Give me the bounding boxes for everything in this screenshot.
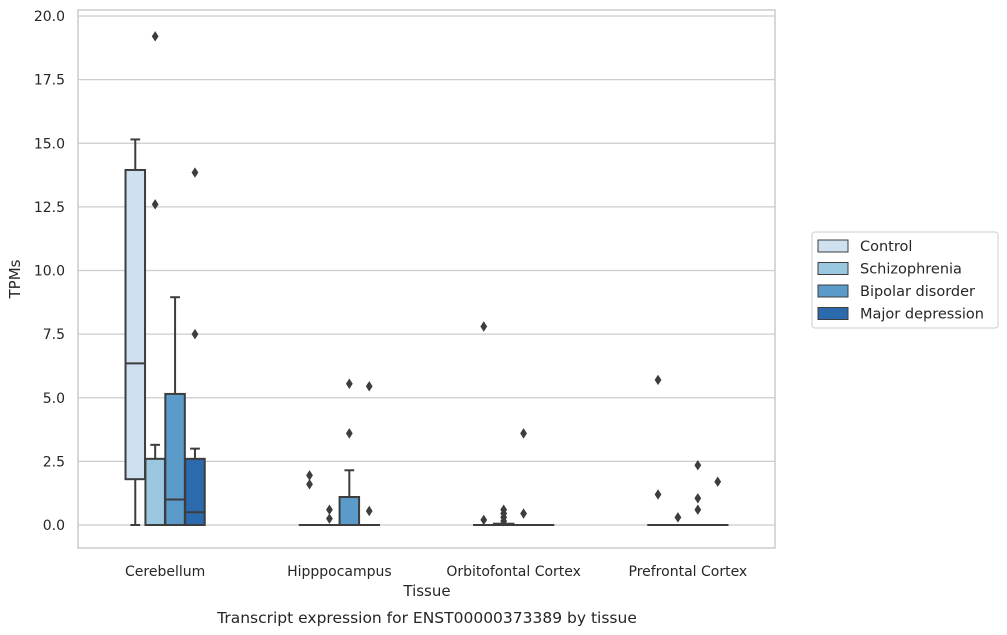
outlier-point [191, 328, 199, 340]
box-group [338, 378, 361, 527]
legend-swatch [817, 284, 849, 298]
y-tick-label: 5.0 [43, 391, 65, 407]
box-body [124, 168, 147, 481]
y-tick-label: 2.5 [43, 454, 65, 470]
legend-swatch [817, 307, 849, 320]
outlier-point [694, 493, 702, 504]
outlier-point [694, 504, 702, 515]
outlier-point [520, 428, 527, 439]
box-group [318, 504, 341, 527]
outlier-point [306, 479, 313, 490]
x-tick-label: Orbitofontal Cortex [446, 564, 581, 580]
legend-swatch [817, 239, 849, 253]
outlier-point [326, 513, 333, 524]
legend-swatch [817, 262, 849, 275]
outlier-point [191, 167, 199, 178]
outlier-point [480, 514, 488, 526]
box-group [164, 296, 186, 526]
box-group [184, 167, 206, 526]
outlier-point [151, 199, 159, 210]
x-tick-label: Cerebellum [125, 564, 205, 580]
y-tick-label: 12.5 [34, 200, 65, 216]
y-tick-label: 20.0 [34, 9, 65, 25]
box-group [144, 31, 166, 526]
box-group [298, 470, 321, 527]
outlier-point [500, 515, 508, 527]
box-body [164, 392, 186, 526]
outlier-point [345, 378, 353, 389]
box-body [338, 496, 361, 527]
box-group [358, 381, 380, 527]
x-tick-label: Prefrontal Cortex [629, 564, 748, 580]
x-tick-label: Hipppocampus [287, 564, 392, 580]
legend-label: Major depression [860, 307, 984, 323]
y-tick-label: 7.5 [43, 327, 65, 343]
outlier-point [694, 459, 702, 471]
box-body [184, 457, 206, 526]
outlier-point [520, 508, 527, 519]
y-tick-labels: 0.0 2.5 5.0 7.5 10.0 12.5 15.0 17.5 20.0 [34, 9, 65, 534]
legend: Control Schizophrenia Bipolar disorder Majo… [811, 231, 999, 329]
legend-label: Schizophrenia [860, 262, 962, 278]
box-body [144, 457, 166, 526]
y-tick-label: 0.0 [43, 518, 65, 534]
outlier-point [326, 504, 333, 515]
y-axis-label: TPMs [6, 259, 24, 299]
box-group [706, 476, 729, 527]
box-group [667, 512, 689, 527]
legend-label: Bipolar disorder [860, 284, 975, 300]
box-group [492, 504, 515, 527]
box-group [124, 138, 147, 526]
outlier-point [674, 512, 682, 523]
y-tick-label: 15.0 [34, 136, 65, 152]
outlier-point [480, 321, 488, 332]
outlier-point [365, 505, 373, 517]
outlier-point [714, 476, 722, 487]
outlier-point [654, 489, 662, 500]
box-group [473, 321, 495, 527]
x-tick-labels: Cerebellum Hipppocampus Orbitofontal Corte… [125, 564, 747, 580]
x-axis-label: Tissue [402, 582, 450, 600]
outlier-point [365, 381, 373, 392]
boxes [124, 31, 729, 527]
y-tick-label: 10.0 [34, 264, 65, 280]
plot-area-frame [77, 9, 776, 549]
legend-frame [811, 231, 999, 329]
legend-label: Control [860, 239, 912, 255]
outlier-point [151, 31, 159, 42]
box-group [687, 459, 709, 527]
box-group [512, 428, 535, 527]
y-tick-label: 17.5 [34, 73, 65, 89]
outlier-point [654, 374, 662, 386]
outlier-point [345, 428, 353, 439]
outlier-point [306, 470, 313, 481]
chart-caption: Transcript expression for ENST0000037338… [216, 609, 637, 627]
